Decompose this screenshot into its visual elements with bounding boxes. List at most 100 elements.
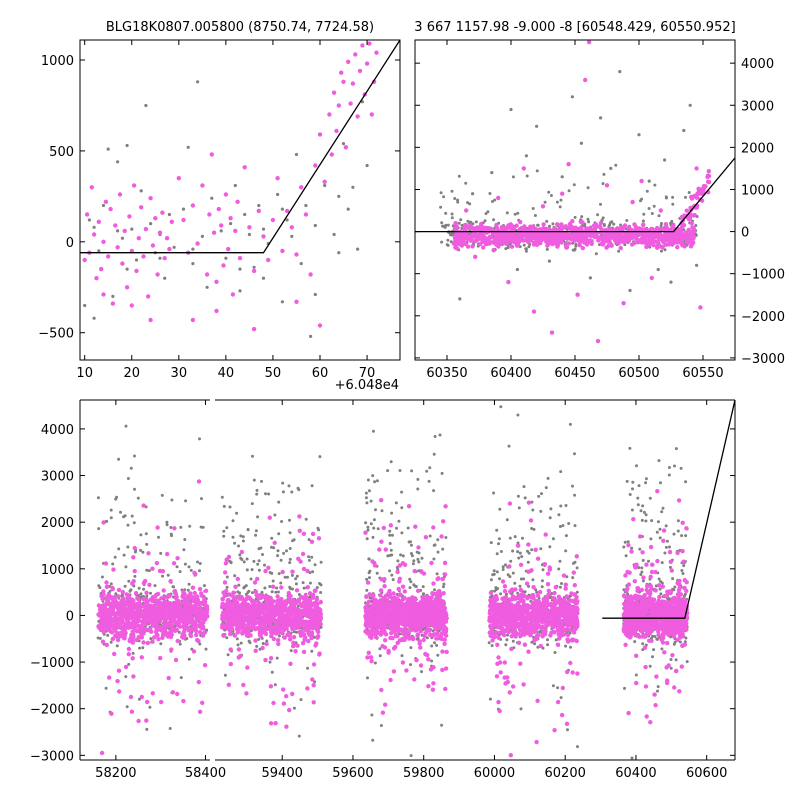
magenta-point xyxy=(292,601,297,607)
magenta-point xyxy=(258,620,263,625)
gray-point xyxy=(288,531,292,535)
gray-point xyxy=(547,190,551,194)
magenta-point xyxy=(314,597,320,602)
gray-point xyxy=(601,182,605,186)
magenta-point xyxy=(166,675,171,681)
magenta-point xyxy=(311,683,316,688)
gray-point xyxy=(92,225,96,229)
gray-point xyxy=(409,580,413,584)
magenta-point xyxy=(224,557,229,562)
magenta-point xyxy=(185,615,191,620)
magenta-point xyxy=(228,647,233,652)
magenta-point xyxy=(226,246,231,252)
gray-point xyxy=(178,570,182,574)
magenta-point xyxy=(471,226,476,231)
gray-point xyxy=(191,247,195,251)
magenta-point xyxy=(698,305,703,310)
gray-point xyxy=(435,643,439,647)
gray-point xyxy=(222,504,226,508)
gray-point xyxy=(219,229,223,233)
magenta-point xyxy=(519,227,524,232)
gray-point xyxy=(567,189,571,193)
magenta-point xyxy=(196,679,201,685)
magenta-point xyxy=(228,216,233,221)
title-top-right: 3 667 1157.98 -9.000 -8 [60548.429, 6055… xyxy=(414,20,735,35)
magenta-point xyxy=(314,621,319,626)
gray-point xyxy=(288,561,292,565)
gray-point xyxy=(285,549,288,553)
gray-point xyxy=(245,568,249,572)
magenta-point xyxy=(679,214,685,220)
gray-point xyxy=(587,220,591,224)
gray-point xyxy=(115,644,119,648)
magenta-point xyxy=(454,241,460,246)
gray-point xyxy=(376,527,380,531)
magenta-point xyxy=(441,591,446,596)
gray-point xyxy=(474,220,478,224)
magenta-point xyxy=(165,551,170,557)
gray-point xyxy=(302,586,306,590)
gray-point xyxy=(410,469,414,473)
magenta-point xyxy=(470,234,475,239)
magenta-point xyxy=(123,664,129,670)
magenta-point xyxy=(190,317,196,323)
magenta-point xyxy=(236,647,242,652)
magenta-point xyxy=(264,641,269,647)
magenta-point xyxy=(690,229,695,234)
gray-point xyxy=(251,591,254,595)
gray-point xyxy=(111,294,115,298)
magenta-point xyxy=(195,637,200,643)
gray-point xyxy=(612,222,616,226)
ytick-top-left-label: 1000 xyxy=(41,54,74,69)
magenta-point xyxy=(561,236,566,241)
magenta-point xyxy=(309,539,315,544)
gray-point xyxy=(87,218,91,222)
gray-point xyxy=(144,532,148,536)
magenta-point xyxy=(110,608,116,614)
x-offset-label-top-left: +6.048e4 xyxy=(335,378,399,393)
magenta-point xyxy=(607,227,613,232)
magenta-point xyxy=(685,240,691,245)
magenta-point xyxy=(113,223,118,228)
gray-point xyxy=(367,489,371,493)
magenta-point xyxy=(269,627,274,632)
gray-point xyxy=(389,548,393,552)
gray-point xyxy=(599,202,602,206)
magenta-point xyxy=(132,545,137,551)
magenta-point xyxy=(670,240,675,245)
magenta-point xyxy=(604,245,609,250)
gray-point xyxy=(364,496,368,500)
magenta-point xyxy=(453,225,458,230)
gray-point xyxy=(488,192,492,195)
gray-point xyxy=(126,545,130,549)
magenta-point xyxy=(89,185,95,190)
magenta-point xyxy=(244,691,249,696)
gray-point xyxy=(390,533,394,537)
magenta-point xyxy=(101,292,106,297)
magenta-point xyxy=(153,629,159,635)
magenta-point xyxy=(133,591,139,596)
magenta-point xyxy=(188,632,193,637)
magenta-point xyxy=(297,514,302,519)
gray-point xyxy=(645,189,649,193)
magenta-point xyxy=(675,245,680,250)
gray-point xyxy=(398,469,402,472)
magenta-point xyxy=(102,603,107,608)
gray-point xyxy=(247,589,251,593)
gray-point xyxy=(663,248,667,252)
magenta-point xyxy=(309,635,314,641)
gray-point xyxy=(198,569,201,573)
magenta-point xyxy=(689,221,694,226)
magenta-point xyxy=(233,584,238,589)
gray-point xyxy=(450,216,454,220)
gray-point xyxy=(147,569,151,573)
gray-point xyxy=(261,553,264,556)
gray-point xyxy=(390,553,394,557)
gray-point xyxy=(371,474,375,478)
gray-point xyxy=(366,676,369,680)
magenta-point xyxy=(588,238,593,243)
gray-point xyxy=(457,221,461,225)
gray-point xyxy=(491,200,494,203)
magenta-point xyxy=(492,239,497,244)
